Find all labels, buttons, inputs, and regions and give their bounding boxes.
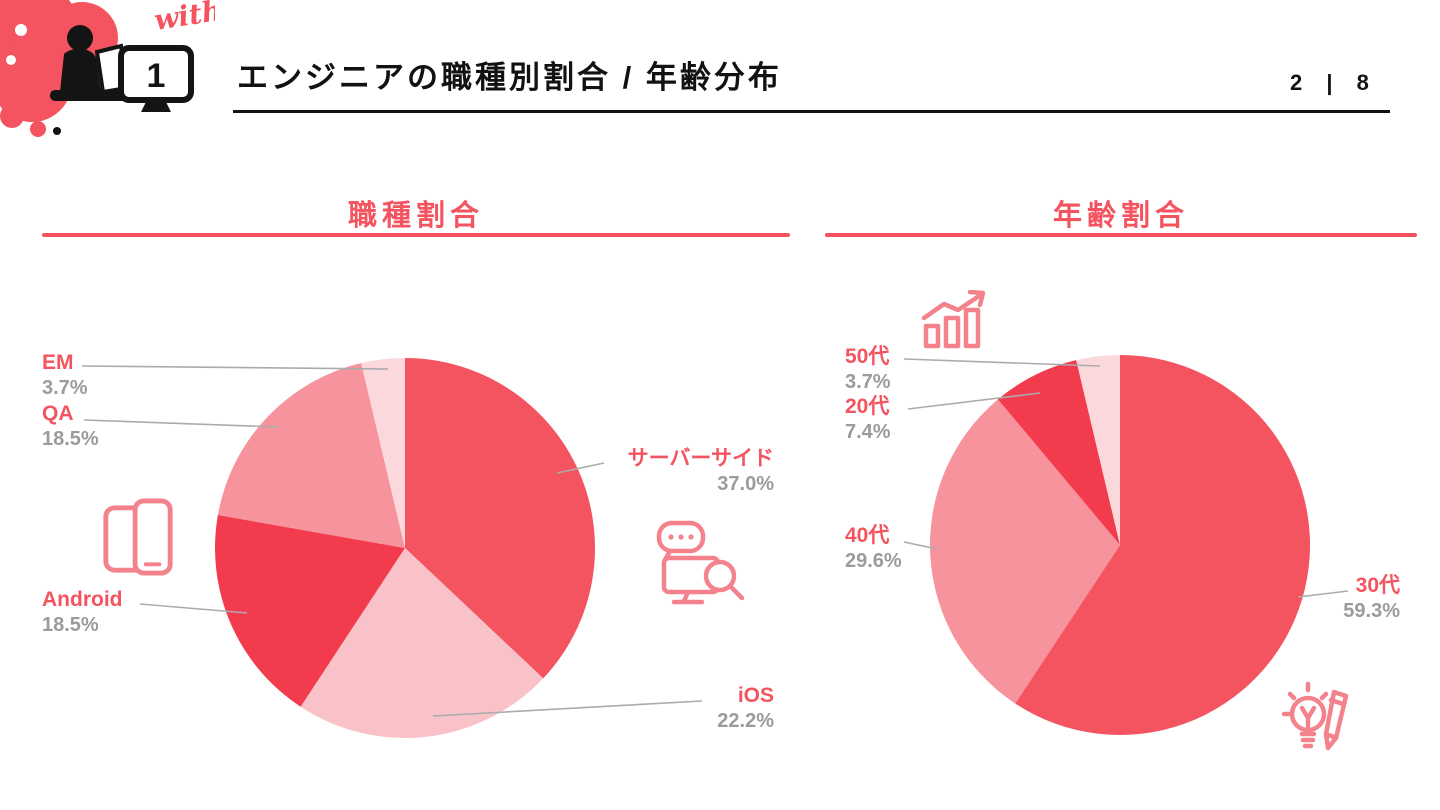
brand-illustration: 1 with <box>0 0 215 137</box>
label-ios: iOS 22.2% <box>562 683 774 734</box>
label-50s-name: 50代 <box>845 345 890 368</box>
label-em: EM 3.7% <box>42 350 88 401</box>
pie-slice-QA <box>217 363 405 548</box>
pie-slice-Android <box>215 515 405 707</box>
label-qa-name: QA <box>42 402 74 425</box>
label-30s-percent: 59.3% <box>1343 600 1400 623</box>
label-50s-percent: 3.7% <box>845 371 891 394</box>
label-em-name: EM <box>42 351 74 374</box>
label-40s-percent: 29.6% <box>845 550 902 573</box>
deco-white-dot <box>6 55 16 65</box>
job-ratio-title: 職種割合 <box>347 200 484 232</box>
age-ratio-title: 年齢割合 <box>1052 200 1189 232</box>
pie-slice-30代 <box>1015 355 1311 735</box>
label-qa-percent: 18.5% <box>42 428 99 451</box>
pie-slice-50代 <box>1076 355 1120 545</box>
label-50s: 50代 3.7% <box>845 344 891 395</box>
pie-slice-40代 <box>930 399 1120 704</box>
deco-black-dot <box>53 127 61 135</box>
label-ios-percent: 22.2% <box>717 710 774 733</box>
smartphone-devices-icon <box>103 498 173 576</box>
label-server-side-name: サーバーサイド <box>627 447 774 470</box>
slide-number: 1 <box>147 57 166 95</box>
label-em-percent: 3.7% <box>42 377 88 400</box>
header-divider <box>233 110 1390 113</box>
label-server-side: サーバーサイド 37.0% <box>562 446 774 497</box>
label-qa: QA 18.5% <box>42 401 99 452</box>
label-ios-name: iOS <box>737 684 774 707</box>
job-ratio-underline <box>42 233 790 237</box>
pie-slice-EM <box>361 358 405 548</box>
pie-slice-サーバーサイド <box>405 358 596 679</box>
page-indicator: 2 | 8 <box>1290 70 1378 95</box>
label-android: Android 18.5% <box>42 587 122 638</box>
label-40s: 40代 29.6% <box>845 523 902 574</box>
deco-white-dot <box>15 24 27 36</box>
label-android-percent: 18.5% <box>42 614 99 637</box>
label-20s-percent: 7.4% <box>845 421 891 444</box>
lightbulb-pencil-icon <box>1282 681 1349 751</box>
growth-bars-arrow-icon <box>921 290 986 349</box>
monitor-chat-search-icon <box>656 520 745 605</box>
age-ratio-pie-chart <box>930 355 1311 735</box>
label-30s: 30代 59.3% <box>1210 573 1400 624</box>
age-ratio-underline <box>825 233 1417 237</box>
label-30s-name: 30代 <box>1355 574 1400 597</box>
label-20s: 20代 7.4% <box>845 394 891 445</box>
label-20s-name: 20代 <box>845 395 890 418</box>
label-server-side-percent: 37.0% <box>717 473 774 496</box>
job-ratio-pie-chart <box>215 358 596 739</box>
person-icon <box>50 25 138 101</box>
pie-slice-iOS <box>300 548 544 739</box>
monitor-stand <box>141 100 171 112</box>
label-android-name: Android <box>42 588 123 611</box>
label-40s-name: 40代 <box>845 524 890 547</box>
page-title: エンジニアの職種別割合 / 年齢分布 <box>237 60 782 95</box>
brand-logo-text: with <box>152 0 215 37</box>
